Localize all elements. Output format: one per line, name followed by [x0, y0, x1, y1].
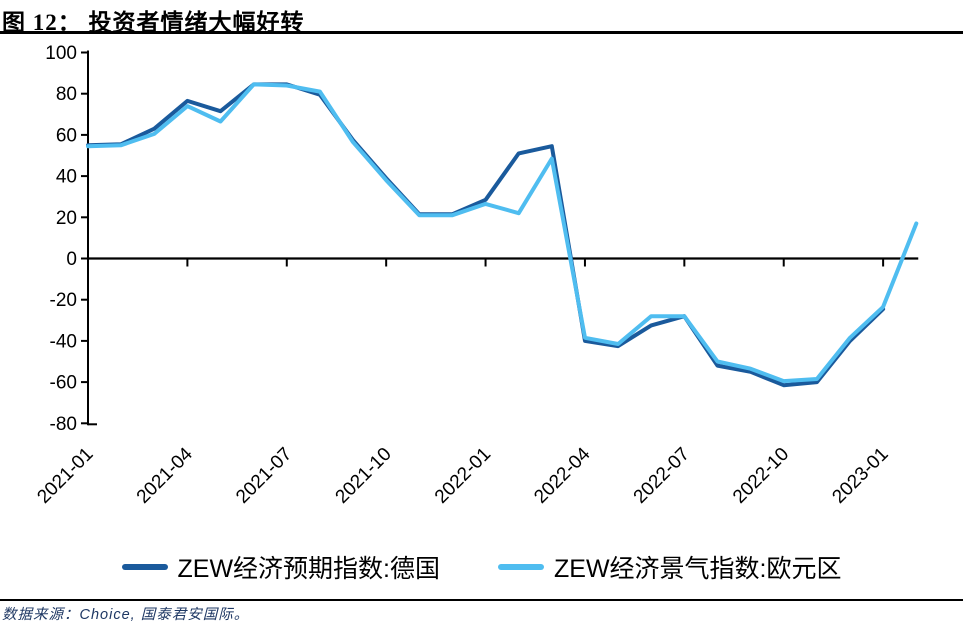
x-axis-label: 2021-10 — [332, 444, 396, 508]
x-axis-label: 2021-04 — [133, 443, 197, 507]
x-axis-label: 2022-01 — [431, 444, 495, 508]
y-axis-label: -60 — [50, 373, 77, 394]
y-axis-label: 20 — [56, 208, 77, 229]
x-axis-label: 2022-04 — [530, 443, 594, 507]
y-axis: 100 80 60 40 20 0 -20 -40 -60 -80 — [45, 43, 97, 435]
series-line-germany — [86, 82, 886, 388]
source-note: 数据来源：Choice, 国泰君安国际。 — [2, 607, 250, 623]
y-axis-label: 0 — [66, 249, 77, 270]
x-axis-label: 2021-07 — [232, 444, 296, 508]
footer-divider — [0, 599, 963, 601]
legend-label-eurozone: ZEW经济景气指数:欧元区 — [554, 555, 842, 583]
x-axis-label: 2022-10 — [729, 444, 793, 508]
legend-item-germany: ZEW经济预期指数:德国 — [121, 549, 441, 585]
y-axis-label: -80 — [50, 414, 77, 435]
legend-label-germany: ZEW经济预期指数:德国 — [177, 555, 441, 583]
y-axis-label: 100 — [45, 43, 77, 64]
page-title: 图 12： 投资者情绪大幅好转 — [2, 10, 305, 35]
x-axis-label: 2021-01 — [33, 444, 97, 508]
y-axis-label: 40 — [56, 167, 77, 188]
series-line-eurozone — [86, 82, 919, 384]
y-axis-label: 80 — [56, 84, 77, 105]
chart-legend: ZEW经济预期指数:德国 ZEW经济景气指数:欧元区 — [0, 551, 963, 583]
x-axis-label: 2023-01 — [828, 444, 892, 508]
legend-swatch-eurozone — [498, 564, 544, 570]
x-axis-label: 2022-07 — [630, 444, 694, 508]
y-axis-label: 60 — [56, 125, 77, 146]
y-axis-label: -20 — [50, 290, 77, 311]
title-divider — [0, 31, 963, 34]
y-axis-label: -40 — [50, 331, 77, 352]
series-lines — [86, 82, 919, 388]
legend-swatch-germany — [121, 564, 168, 570]
legend-item-eurozone: ZEW经济景气指数:欧元区 — [498, 549, 842, 585]
